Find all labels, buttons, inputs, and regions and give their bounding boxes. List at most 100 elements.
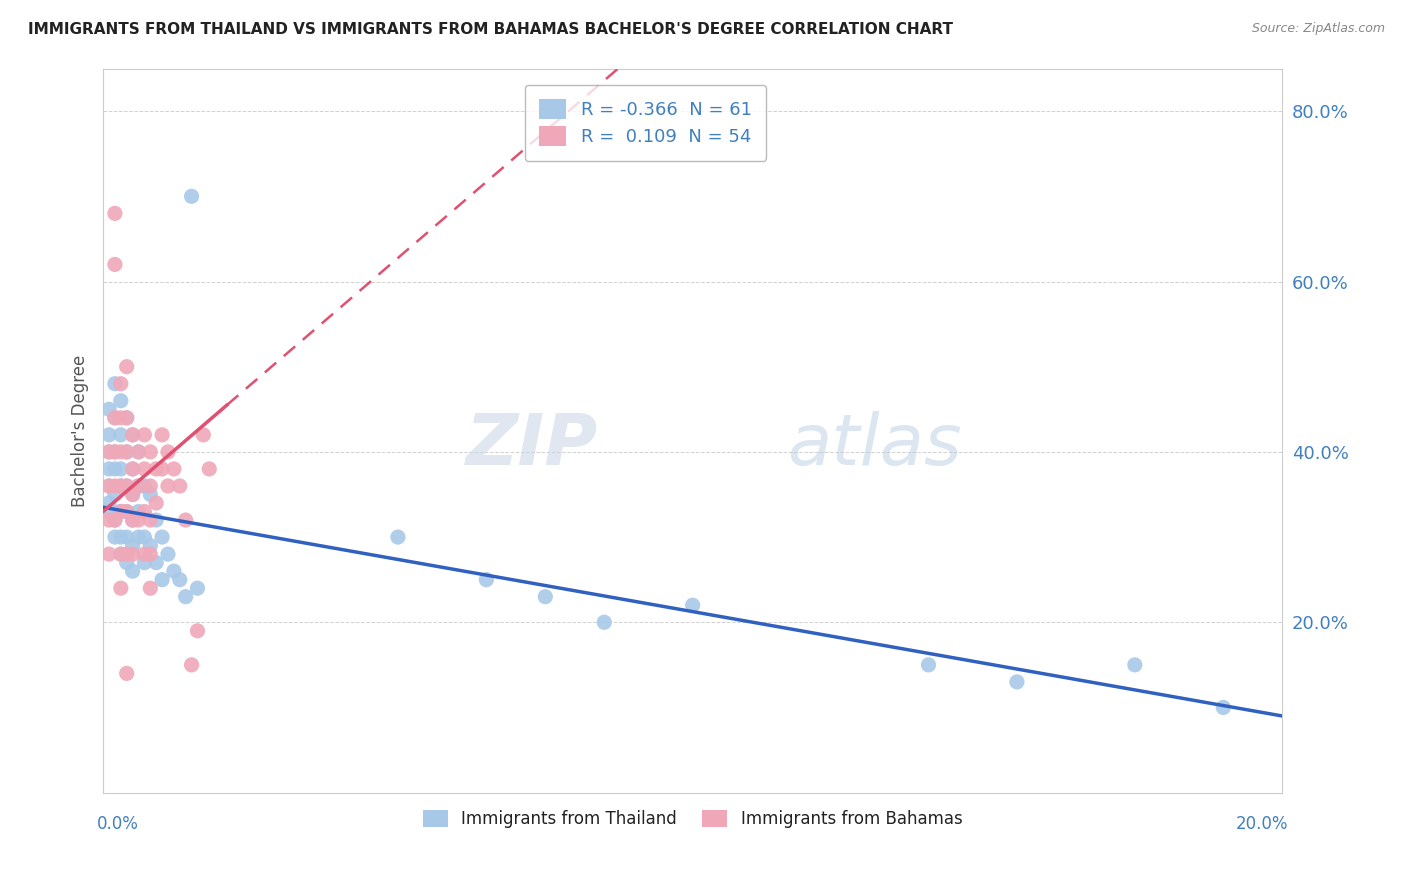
Point xyxy=(121,487,143,501)
Text: IMMIGRANTS FROM THAILAND VS IMMIGRANTS FROM BAHAMAS BACHELOR'S DEGREE CORRELATIO: IMMIGRANTS FROM THAILAND VS IMMIGRANTS F… xyxy=(28,22,953,37)
Point xyxy=(128,530,150,544)
Point xyxy=(150,427,173,442)
Point xyxy=(139,513,162,527)
Point xyxy=(128,479,150,493)
Point xyxy=(121,513,143,527)
Point xyxy=(104,513,127,527)
Point xyxy=(98,496,121,510)
Point xyxy=(98,445,121,459)
Point xyxy=(115,410,138,425)
Point xyxy=(180,189,202,203)
Point xyxy=(134,479,156,493)
Point xyxy=(121,462,143,476)
Point xyxy=(115,530,138,544)
Point xyxy=(110,547,132,561)
Point xyxy=(104,487,127,501)
Point xyxy=(115,547,138,561)
Text: 0.0%: 0.0% xyxy=(97,815,139,833)
Point xyxy=(134,556,156,570)
Point xyxy=(104,410,127,425)
Point xyxy=(1123,657,1146,672)
Point xyxy=(115,410,138,425)
Point xyxy=(115,504,138,518)
Point xyxy=(156,445,179,459)
Point xyxy=(110,504,132,518)
Point xyxy=(593,615,616,630)
Point xyxy=(115,556,138,570)
Point xyxy=(98,513,121,527)
Point xyxy=(128,504,150,518)
Point xyxy=(110,393,132,408)
Point xyxy=(145,556,167,570)
Point xyxy=(110,376,132,391)
Point xyxy=(115,666,138,681)
Point xyxy=(110,445,132,459)
Point xyxy=(139,445,162,459)
Point xyxy=(169,573,191,587)
Point xyxy=(110,427,132,442)
Point xyxy=(156,547,179,561)
Point xyxy=(115,445,138,459)
Point xyxy=(98,504,121,518)
Point xyxy=(128,445,150,459)
Point xyxy=(128,445,150,459)
Point xyxy=(186,624,208,638)
Point xyxy=(104,206,127,220)
Point xyxy=(139,479,162,493)
Point xyxy=(134,462,156,476)
Point xyxy=(150,573,173,587)
Text: ZIP: ZIP xyxy=(467,410,599,480)
Point xyxy=(98,547,121,561)
Point xyxy=(174,590,197,604)
Text: 20.0%: 20.0% xyxy=(1236,815,1288,833)
Point xyxy=(121,547,143,561)
Point xyxy=(128,513,150,527)
Point xyxy=(198,462,221,476)
Point xyxy=(104,479,127,493)
Point xyxy=(104,530,127,544)
Text: Source: ZipAtlas.com: Source: ZipAtlas.com xyxy=(1251,22,1385,36)
Point xyxy=(110,479,132,493)
Point xyxy=(104,445,127,459)
Point xyxy=(475,573,498,587)
Point xyxy=(134,427,156,442)
Point xyxy=(134,504,156,518)
Point xyxy=(121,513,143,527)
Point xyxy=(134,547,156,561)
Point xyxy=(150,530,173,544)
Point xyxy=(139,487,162,501)
Point xyxy=(139,539,162,553)
Y-axis label: Bachelor's Degree: Bachelor's Degree xyxy=(72,354,89,507)
Point xyxy=(104,462,127,476)
Legend: Immigrants from Thailand, Immigrants from Bahamas: Immigrants from Thailand, Immigrants fro… xyxy=(416,804,969,835)
Point xyxy=(98,445,121,459)
Point xyxy=(110,479,132,493)
Point xyxy=(121,487,143,501)
Point xyxy=(110,410,132,425)
Point xyxy=(156,479,179,493)
Point xyxy=(104,513,127,527)
Point xyxy=(121,564,143,578)
Point xyxy=(98,479,121,493)
Point xyxy=(110,581,132,595)
Point xyxy=(115,479,138,493)
Point xyxy=(139,547,162,561)
Point xyxy=(174,513,197,527)
Point xyxy=(145,513,167,527)
Point xyxy=(110,504,132,518)
Point xyxy=(1005,674,1028,689)
Point xyxy=(115,479,138,493)
Point xyxy=(115,504,138,518)
Point xyxy=(110,462,132,476)
Point xyxy=(121,427,143,442)
Point xyxy=(163,564,186,578)
Point xyxy=(186,581,208,595)
Point xyxy=(104,445,127,459)
Point xyxy=(1212,700,1234,714)
Point xyxy=(193,427,215,442)
Point xyxy=(534,590,557,604)
Point xyxy=(104,410,127,425)
Point xyxy=(98,479,121,493)
Point xyxy=(98,402,121,417)
Text: atlas: atlas xyxy=(787,410,962,480)
